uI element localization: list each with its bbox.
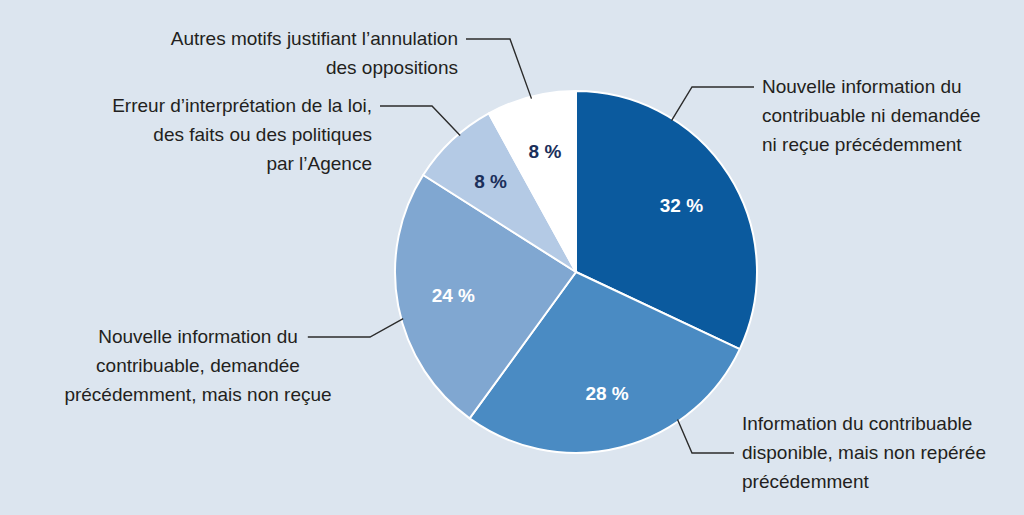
leader-line xyxy=(672,87,754,121)
data-label: 32 % xyxy=(660,195,703,216)
leader-line xyxy=(466,39,531,99)
category-label: Autres motifs justifiant l’annulation des… xyxy=(171,28,458,78)
category-label-line: des faits ou des politiques xyxy=(153,124,372,145)
category-label-line: Erreur d’interprétation de la loi, xyxy=(112,95,372,116)
background xyxy=(0,0,1024,515)
leader-line xyxy=(308,319,403,337)
leader-line xyxy=(678,419,734,453)
data-label: 28 % xyxy=(585,383,628,404)
category-label-line: précédemment xyxy=(742,471,869,492)
category-label: Information du contribuable disponible, m… xyxy=(742,413,986,492)
category-label-line: disponible, mais non repérée xyxy=(742,442,986,463)
chart: 32 % Nouvelle information du contribuable … xyxy=(0,0,1024,515)
category-label-line: contribuable, demandée xyxy=(96,355,300,376)
leader-line xyxy=(380,106,460,136)
leaders xyxy=(308,39,754,453)
category-label-line: Nouvelle information du xyxy=(762,76,962,97)
data-label: 8 % xyxy=(474,171,507,192)
category-label: Erreur d’interprétation de la loi, des fa… xyxy=(112,95,372,174)
category-label-line: contribuable ni demandée xyxy=(762,105,981,126)
category-label-line: Autres motifs justifiant l’annulation xyxy=(171,28,458,49)
slices xyxy=(395,91,757,453)
category-label-line: par l’Agence xyxy=(266,153,372,174)
category-label-line: des oppositions xyxy=(326,57,458,78)
category-label: Nouvelle information du contribuable, dem… xyxy=(64,326,331,405)
category-label-line: Nouvelle information du xyxy=(98,326,298,347)
labels: 32 % Nouvelle information du contribuable … xyxy=(64,28,986,492)
category-label: Nouvelle information du contribuable ni d… xyxy=(762,76,981,155)
category-label-line: ni reçue précédemment xyxy=(762,134,962,155)
category-label-line: Information du contribuable xyxy=(742,413,972,434)
category-label-line: précédemment, mais non reçue xyxy=(64,384,331,405)
data-label: 24 % xyxy=(432,285,475,306)
data-label: 8 % xyxy=(529,141,562,162)
